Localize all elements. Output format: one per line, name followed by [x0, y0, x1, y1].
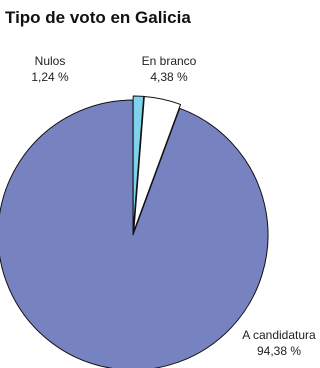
slice-label-name: A candidatura [242, 328, 316, 342]
pie-slice-nulos [132, 95, 145, 232]
slice-label-value: 1,24 % [31, 70, 69, 84]
slice-label-value: 4,38 % [150, 70, 188, 84]
slice-label-name: En branco [141, 54, 197, 68]
slice-label-en-branco: En branco 4,38 % [134, 53, 204, 85]
slice-label-value: 94,38 % [256, 344, 302, 358]
slice-label-nulos: Nulos 1,24 % [16, 53, 84, 85]
pie-slice-en-branco [133, 96, 182, 232]
slice-label-name: Nulos [34, 54, 66, 68]
slice-label-a-candidatura: A candidatura 94,38 % [238, 327, 320, 359]
chart-title: Tipo de voto en Galicia [5, 8, 191, 27]
